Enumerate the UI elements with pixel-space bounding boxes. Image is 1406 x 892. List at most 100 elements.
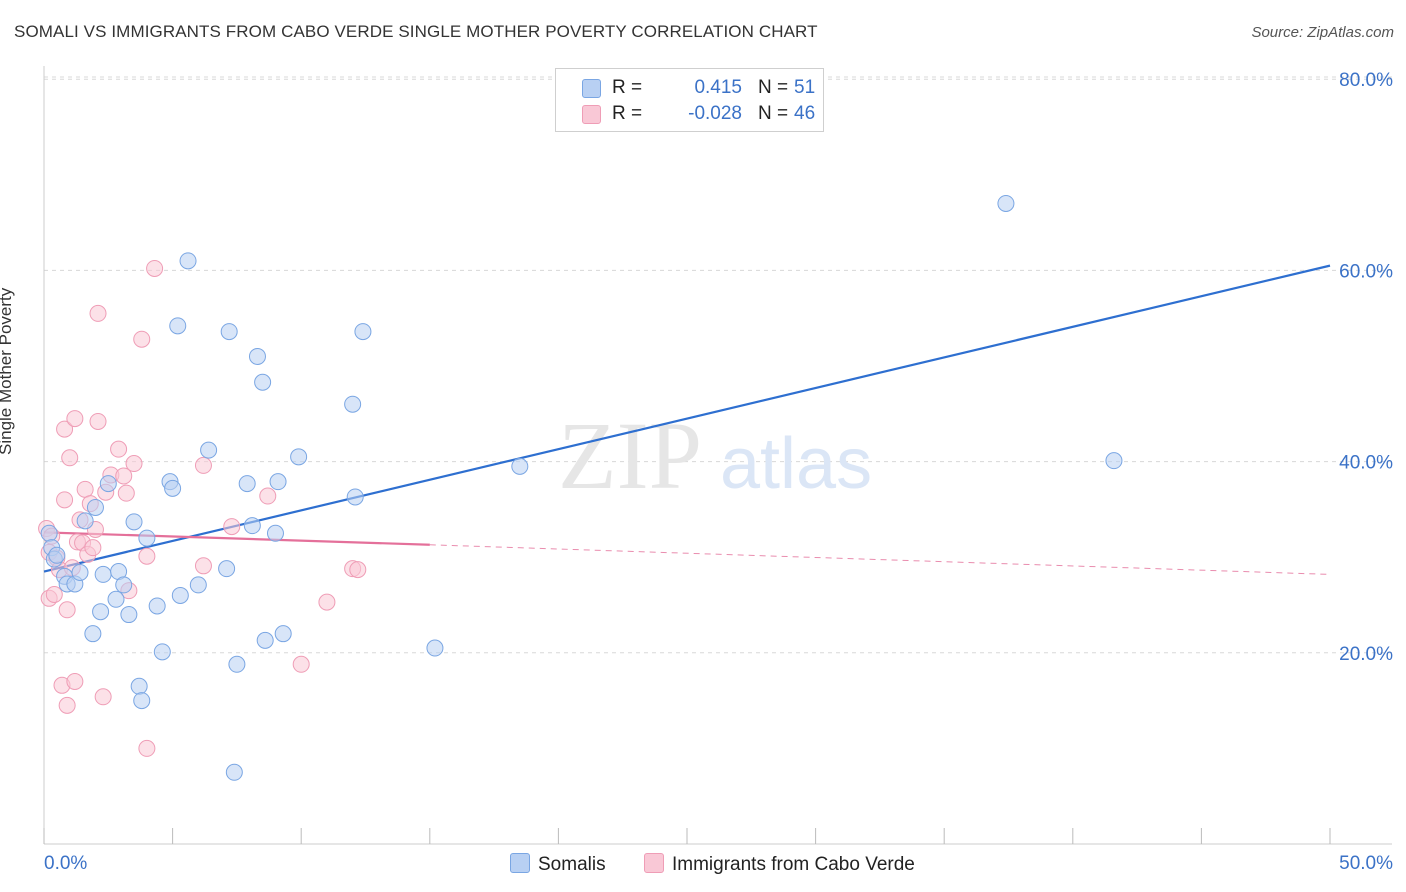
point-cabo-verde [84, 539, 102, 557]
trend-line-cabo-verde-extension [429, 544, 1331, 575]
point-somalis [269, 473, 287, 491]
legend-n-value: 46 [794, 103, 816, 124]
point-somalis [200, 441, 218, 459]
point-cabo-verde [89, 412, 107, 430]
point-cabo-verde [45, 585, 63, 603]
point-somalis [218, 560, 236, 578]
point-cabo-verde [76, 480, 94, 498]
point-somalis [179, 252, 197, 270]
point-cabo-verde [138, 739, 156, 757]
point-somalis [92, 603, 110, 621]
point-somalis [133, 692, 151, 710]
point-somalis [76, 512, 94, 530]
point-cabo-verde [117, 484, 135, 502]
point-somalis [354, 323, 372, 341]
point-somalis [254, 373, 272, 391]
point-somalis [256, 631, 274, 649]
point-somalis [248, 347, 266, 365]
y-tick-label: 60.0% [1339, 261, 1393, 282]
watermark-zip: ZIP [558, 402, 702, 509]
point-cabo-verde [133, 330, 151, 348]
point-somalis [40, 524, 58, 542]
point-somalis [71, 563, 89, 581]
point-somalis [274, 625, 292, 643]
gridlines [44, 76, 1392, 654]
point-cabo-verde [138, 547, 156, 565]
point-somalis [225, 763, 243, 781]
point-cabo-verde [259, 487, 277, 505]
y-tick-label: 20.0% [1339, 644, 1393, 665]
point-somalis [1105, 452, 1123, 470]
watermark-atlas: atlas [720, 424, 872, 504]
point-cabo-verde [110, 440, 128, 458]
point-somalis [243, 517, 261, 535]
bottom-legend-somalis-label: Somalis [538, 854, 606, 875]
point-cabo-verde [89, 304, 107, 322]
y-tick-label: 40.0% [1339, 453, 1393, 474]
point-somalis [120, 606, 138, 624]
y-axis-label: Single Mother Poverty [0, 287, 15, 455]
watermark: ZIP atlas [558, 402, 872, 509]
point-somalis [189, 576, 207, 594]
point-somalis [148, 597, 166, 615]
legend-swatch-blue [582, 79, 601, 98]
point-somalis [171, 586, 189, 604]
point-cabo-verde [194, 557, 212, 575]
source-label: Source: ZipAtlas.com [1251, 24, 1394, 41]
point-somalis [426, 639, 444, 657]
point-cabo-verde [318, 593, 336, 611]
point-somalis [153, 643, 171, 661]
legend-n-label: N = [758, 77, 789, 98]
point-somalis [125, 513, 143, 531]
point-somalis [48, 546, 66, 564]
point-cabo-verde [146, 259, 164, 277]
legend-r-value: 0.415 [694, 77, 742, 98]
point-somalis [511, 457, 529, 475]
point-somalis [130, 677, 148, 695]
point-somalis [344, 395, 362, 413]
point-somalis [290, 448, 308, 466]
point-cabo-verde [58, 601, 76, 619]
point-cabo-verde [66, 410, 84, 428]
bottom-legend-cabo-verde-label: Immigrants from Cabo Verde [672, 854, 915, 875]
point-cabo-verde [292, 655, 310, 673]
point-somalis [997, 194, 1015, 212]
point-somalis [107, 590, 125, 608]
point-somalis [346, 488, 364, 506]
point-cabo-verde [194, 456, 212, 474]
legend-r-label: R = [612, 103, 643, 124]
trend-line-cabo-verde [43, 531, 430, 546]
point-somalis [94, 565, 112, 583]
tick-labels: 20.0% 40.0% 60.0% 80.0% 0.0% 50.0% [44, 70, 1393, 874]
point-somalis [266, 524, 284, 542]
bottom-legend-swatch-blue [510, 853, 530, 873]
bottom-legend-swatch-pink [644, 853, 664, 873]
correlation-legend: R = 0.415 N = 51 R = -0.028 N = 46 [555, 68, 824, 132]
point-somalis [220, 323, 238, 341]
point-cabo-verde [125, 455, 143, 473]
legend-r-label: R = [612, 77, 643, 98]
legend-swatch-pink [582, 105, 601, 124]
point-somalis [99, 475, 117, 493]
point-somalis [238, 475, 256, 493]
point-cabo-verde [56, 491, 74, 509]
y-tick-label: 80.0% [1339, 70, 1393, 91]
point-cabo-verde [349, 561, 367, 579]
axes [43, 66, 1392, 845]
point-cabo-verde [115, 467, 133, 485]
point-cabo-verde [66, 672, 84, 690]
point-somalis [164, 479, 182, 497]
point-somalis [86, 498, 104, 516]
legend-n-value: 51 [794, 77, 816, 98]
bottom-legend-cabo-verde: Immigrants from Cabo Verde [644, 853, 915, 876]
legend-n-label: N = [758, 103, 789, 124]
point-cabo-verde [56, 420, 74, 438]
point-somalis [115, 576, 133, 594]
x-tick-label: 50.0% [1339, 853, 1393, 874]
legend-r-value: -0.028 [688, 103, 742, 124]
bottom-legend-somalis: Somalis [510, 853, 606, 876]
point-cabo-verde [61, 449, 79, 467]
point-cabo-verde [58, 696, 76, 714]
point-somalis [138, 529, 156, 547]
